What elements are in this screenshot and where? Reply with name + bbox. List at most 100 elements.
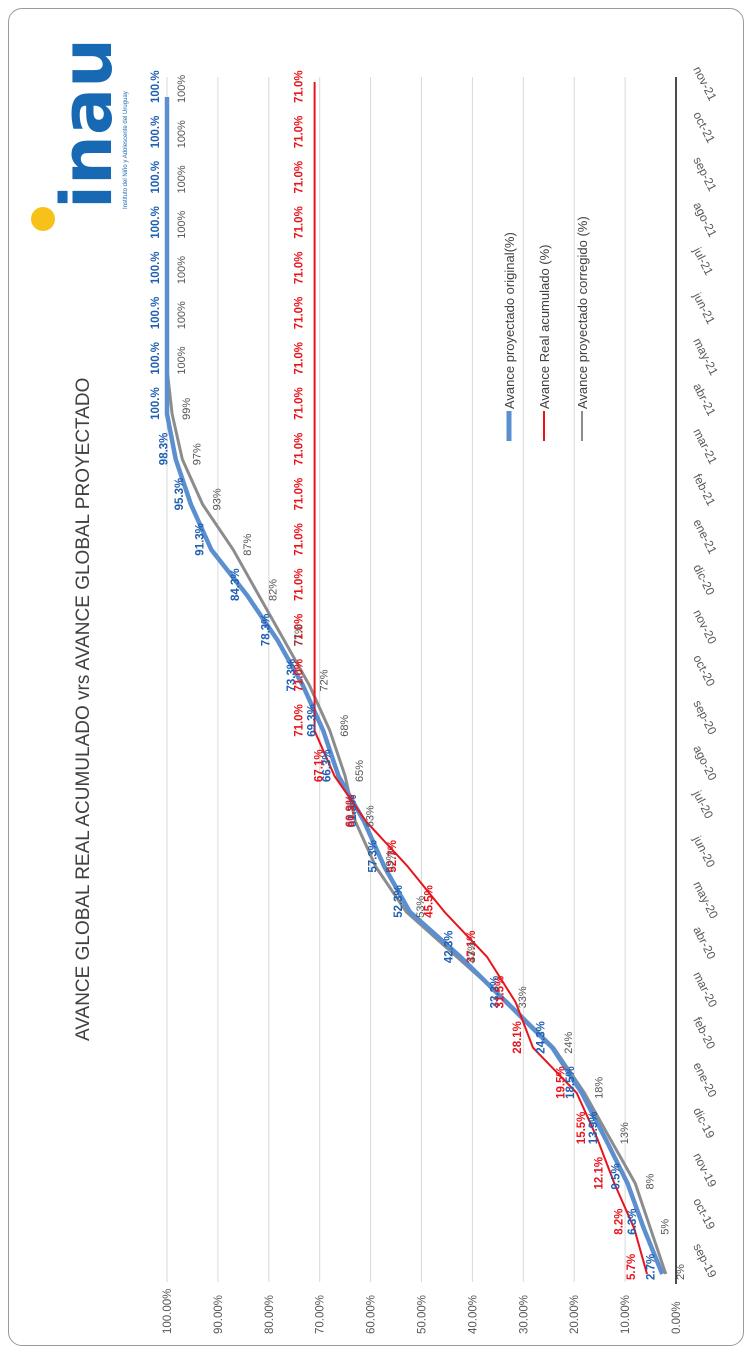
legend-label: Avance Real acumulado (%) bbox=[537, 244, 552, 409]
x-axis-ticks: sep-19 oct-19 nov-19 dic-19 ene-20 feb-20 mar-… bbox=[690, 64, 721, 1280]
data-label: 71.0% bbox=[294, 70, 306, 103]
data-label: 99% bbox=[181, 398, 193, 420]
x-tick-label: may-20 bbox=[690, 879, 721, 921]
x-tick-label: sep-21 bbox=[690, 155, 719, 194]
y-tick-label: 60.00% bbox=[366, 1295, 378, 1334]
data-label: 100% bbox=[176, 210, 188, 238]
data-label: 37.1% bbox=[466, 930, 478, 963]
data-label: 52.3% bbox=[393, 885, 405, 918]
data-label: 8% bbox=[644, 1173, 656, 1189]
logo-wordmark: inau bbox=[46, 38, 128, 209]
data-label: 72% bbox=[319, 669, 331, 691]
data-label: 71.0% bbox=[294, 704, 306, 737]
series-lines bbox=[164, 82, 668, 1275]
y-tick-label: 0.00% bbox=[671, 1301, 683, 1334]
logo-tagline: Instituto del Niño y Adolescente del Uru… bbox=[123, 91, 129, 209]
x-tick-label: oct-20 bbox=[690, 653, 718, 689]
data-label: 71.0% bbox=[294, 297, 306, 330]
x-tick-label: jul-20 bbox=[690, 787, 716, 821]
data-label: 19.5% bbox=[556, 1066, 568, 1099]
x-tick-label: ene-20 bbox=[690, 1060, 720, 1100]
data-label: 65% bbox=[354, 760, 366, 782]
data-label: 61.3% bbox=[347, 795, 359, 828]
series-line bbox=[165, 97, 668, 1275]
data-label: 66.3% bbox=[322, 749, 334, 782]
data-label: 100.% bbox=[150, 206, 162, 239]
chart-stage: AVANCE GLOBAL REAL ACUMULADO vrs AVANCE … bbox=[9, 9, 743, 1345]
y-tick-label: 10.00% bbox=[620, 1295, 632, 1334]
data-label: 5% bbox=[660, 1219, 672, 1235]
legend: Avance proyectado original(%) Avance Real… bbox=[502, 216, 590, 441]
data-label: 71.0% bbox=[294, 206, 306, 239]
data-label: 53% bbox=[415, 896, 427, 918]
series-line bbox=[313, 82, 648, 1275]
data-label: 59% bbox=[385, 850, 397, 872]
x-tick-label: mar-20 bbox=[690, 969, 720, 1010]
data-label: 18% bbox=[593, 1077, 605, 1099]
data-label: 71.0% bbox=[294, 387, 306, 420]
x-tick-label: nov-21 bbox=[690, 64, 719, 103]
x-tick-label: jun-21 bbox=[690, 289, 718, 326]
x-tick-label: feb-21 bbox=[690, 471, 718, 508]
data-label: 33% bbox=[517, 986, 529, 1008]
data-label: 13% bbox=[619, 1122, 631, 1144]
y-tick-label: 100.00% bbox=[162, 1289, 174, 1334]
data-label: 100.% bbox=[150, 161, 162, 194]
y-tick-label: 20.00% bbox=[569, 1295, 581, 1334]
y-tick-label: 40.00% bbox=[467, 1295, 479, 1334]
data-label: 28.1% bbox=[512, 1021, 524, 1054]
logo-sun-icon bbox=[31, 207, 55, 231]
data-label: 43% bbox=[466, 941, 478, 963]
x-tick-label: ago-21 bbox=[690, 200, 720, 240]
data-label: 8.2% bbox=[613, 1208, 625, 1234]
data-label: 69.3% bbox=[306, 704, 318, 737]
data-label: 71.0% bbox=[294, 523, 306, 556]
data-label: 42.3% bbox=[444, 930, 456, 963]
data-label: 31.5% bbox=[495, 976, 507, 1009]
inau-logo: inau Instituto del Niño y Adolescente de… bbox=[31, 38, 129, 231]
chart-canvas: AVANCE GLOBAL REAL ACUMULADO vrs AVANCE … bbox=[31, 38, 721, 1334]
data-label: 33.3% bbox=[490, 976, 502, 1009]
data-label: 2% bbox=[675, 1264, 687, 1280]
x-tick-label: nov-20 bbox=[690, 607, 719, 646]
data-label: 45.5% bbox=[423, 885, 435, 918]
y-tick-label: 70.00% bbox=[315, 1295, 327, 1334]
data-label: 71.0% bbox=[294, 614, 306, 647]
x-tick-label: may-21 bbox=[690, 336, 721, 378]
x-tick-label: mar-21 bbox=[690, 426, 720, 467]
data-label: 100.% bbox=[150, 387, 162, 420]
series-line bbox=[164, 97, 665, 1275]
legend-label: Avance proyectado original(%) bbox=[502, 232, 517, 409]
data-label: 100% bbox=[176, 75, 188, 103]
data-label: 71.0% bbox=[294, 116, 306, 149]
chart-frame: AVANCE GLOBAL REAL ACUMULADO vrs AVANCE … bbox=[8, 8, 744, 1346]
data-label: 100.% bbox=[150, 342, 162, 375]
data-label: 18.5% bbox=[565, 1066, 577, 1099]
data-label: 68% bbox=[339, 715, 351, 737]
data-label: 71.0% bbox=[294, 342, 306, 375]
data-label: 100.% bbox=[150, 251, 162, 284]
x-tick-label: jun-20 bbox=[690, 833, 718, 870]
data-label: 100% bbox=[176, 346, 188, 374]
data-label: 87% bbox=[242, 533, 254, 555]
data-label: 97% bbox=[191, 443, 203, 465]
data-label: 95.3% bbox=[174, 478, 186, 511]
data-label: 100.% bbox=[150, 70, 162, 103]
data-label: 71.0% bbox=[294, 251, 306, 284]
y-tick-label: 50.00% bbox=[417, 1295, 429, 1334]
data-label: 6.3% bbox=[627, 1208, 639, 1234]
gridlines bbox=[166, 77, 677, 1284]
data-label: 60.9% bbox=[345, 795, 357, 828]
data-label: 91.3% bbox=[194, 523, 206, 556]
data-label: 52.7% bbox=[387, 840, 399, 873]
x-tick-label: ene-21 bbox=[690, 517, 720, 557]
data-label: 71.0% bbox=[294, 433, 306, 466]
data-label: 15.5% bbox=[576, 1112, 588, 1145]
data-label: 67.1% bbox=[314, 749, 326, 782]
data-label: 5.7% bbox=[626, 1254, 638, 1280]
data-label: 77% bbox=[293, 624, 305, 646]
data-label: 78.3% bbox=[261, 614, 273, 647]
data-label: 63% bbox=[364, 805, 376, 827]
y-tick-label: 30.00% bbox=[518, 1295, 530, 1334]
data-label: 100.% bbox=[150, 116, 162, 149]
